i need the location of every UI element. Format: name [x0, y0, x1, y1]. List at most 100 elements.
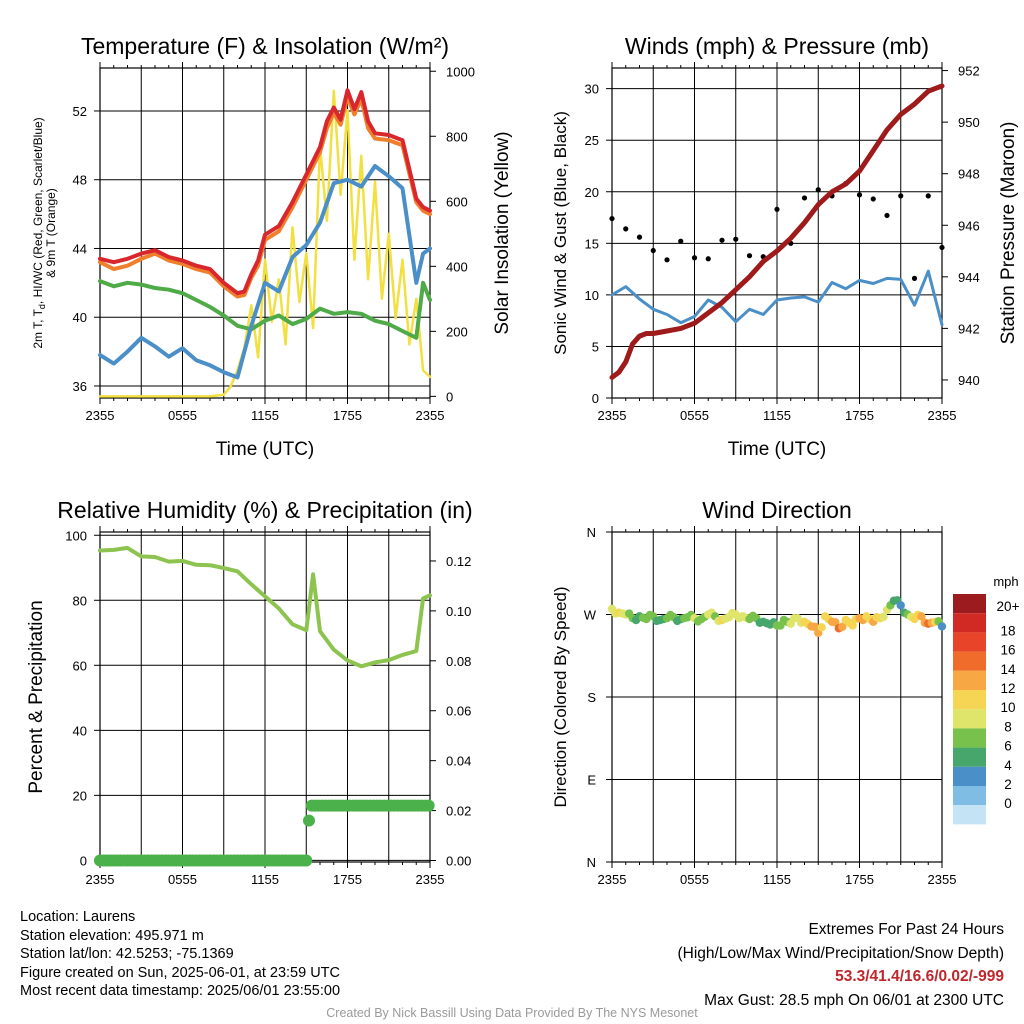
colorbar-swatch: [953, 690, 986, 710]
panel-title: Temperature (F) & Insolation (W/m²): [81, 33, 449, 59]
figure-created: Figure created on Sun, 2025-06-01, at 23…: [20, 964, 340, 981]
y-label-subscript: d: [37, 304, 47, 309]
y-tick-label-right: 800: [446, 129, 468, 144]
y-tick-label-right: 950: [958, 115, 980, 130]
y-tick-label: W: [584, 608, 597, 623]
station-elevation: Station elevation: 495.971 m: [20, 927, 204, 944]
x-tick-label: 1755: [845, 872, 874, 887]
gust-point: [911, 275, 918, 281]
x-tick-label: 1155: [251, 872, 279, 887]
x-tick-label: 2355: [86, 872, 115, 887]
direction-point: [917, 612, 926, 621]
y-tick-label-right: 940: [958, 373, 980, 388]
recent-timestamp: Most recent data timestamp: 2025/06/01 2…: [20, 983, 341, 999]
gust-point: [801, 195, 808, 201]
x-tick-label: 0555: [680, 872, 709, 887]
y-tick-label: 10: [585, 288, 599, 303]
y-axis-label-line1: 2m T, Td, HI/WC (Red, Green, Scarlet/Blu…: [31, 117, 47, 348]
y-axis-label-right: Solar Insolation (Yellow): [492, 131, 513, 334]
y-tick-label-right: 0.10: [446, 604, 471, 619]
gust-point: [623, 226, 629, 232]
direction-point: [879, 612, 888, 621]
y-tick-label-right: 942: [958, 321, 980, 336]
y-tick-label: 36: [73, 379, 87, 394]
gust-point: [678, 238, 684, 244]
y-tick-label: 48: [73, 173, 87, 188]
y-axis-label-line2: & 9m T (Orange): [44, 188, 58, 278]
colorbar-swatch: [953, 786, 986, 806]
gust-point: [650, 247, 656, 254]
extremes-title: Extremes For Past 24 Hours: [808, 921, 1004, 938]
y-tick-label: 40: [73, 723, 87, 738]
series-line: [98, 88, 432, 296]
precip-point: [300, 854, 313, 867]
y-tick-label-right: 600: [446, 194, 468, 209]
panel-title: Wind Direction: [702, 497, 852, 523]
x-tick-label: 0555: [680, 408, 709, 423]
y-tick-label-right: 0: [446, 389, 453, 404]
colorbar-swatch: [953, 613, 986, 633]
gust-point: [856, 192, 863, 198]
colorbar-label: 20+: [997, 599, 1020, 614]
y-tick-label-right: 952: [958, 64, 980, 79]
y-tick-label: 52: [73, 104, 87, 119]
y-tick-label: 60: [73, 658, 87, 673]
x-tick-label: 2355: [598, 872, 627, 887]
y-tick-label: 15: [585, 236, 599, 251]
gust-point: [719, 237, 725, 243]
y-tick-label-right: 200: [446, 324, 468, 339]
y-tick-label: 25: [585, 133, 599, 148]
y-label-part: 2m T, T: [31, 308, 45, 348]
y-tick-label: 44: [73, 241, 87, 256]
colorbar: mph 20+ 18 16 14 12 10 8 6 4 2 0: [953, 574, 1020, 825]
gust-point: [746, 253, 753, 259]
x-tick-label: 0555: [168, 872, 197, 887]
series-line: [609, 83, 945, 380]
y-tick-label: 20: [73, 788, 87, 803]
extremes-box: Extremes For Past 24 Hours (High/Low/Max…: [678, 918, 1005, 1012]
colorbar-label: 0: [1004, 796, 1012, 811]
colorbar-label: 6: [1004, 739, 1012, 754]
gust-point: [815, 187, 821, 193]
station-info: Location: Laurens Station elevation: 495…: [20, 908, 340, 1001]
y-tick-label: 0: [80, 853, 87, 868]
x-tick-label: 1755: [333, 872, 362, 887]
colorbar-label: 4: [1004, 758, 1012, 773]
x-tick-label: 2355: [928, 408, 957, 423]
direction-point: [838, 622, 847, 632]
y-tick-label-right: 946: [958, 218, 980, 233]
x-tick-label: 1755: [845, 408, 874, 423]
series-line: [98, 279, 432, 340]
station-latlon: Station lat/lon: 42.5253; -75.1369: [20, 946, 234, 962]
gust-point: [691, 255, 698, 261]
colorbar-swatch: [953, 728, 986, 748]
colorbar-swatch: [953, 632, 986, 652]
colorbar-swatch: [953, 594, 986, 614]
y-tick-label: E: [587, 773, 596, 788]
gust-point: [898, 193, 904, 199]
series-line: [98, 164, 432, 380]
panel-1: 2355 0555 1155 1755 2355 Temperature (F) & In…: [31, 33, 513, 460]
y-tick-label: N: [587, 855, 596, 870]
gust-point: [939, 244, 945, 251]
x-tick-label: 1155: [251, 408, 279, 423]
y-axis-label: Percent & Precipitation: [26, 600, 47, 793]
colorbar-swatch: [953, 766, 986, 786]
colorbar-label: 14: [1000, 662, 1016, 677]
direction-point: [848, 621, 857, 630]
x-tick-label: 2355: [86, 408, 115, 423]
gust-point: [774, 206, 780, 212]
y-tick-label: N: [587, 525, 596, 540]
y-tick-label: 30: [585, 82, 599, 97]
gust-point: [636, 234, 643, 240]
gust-point: [664, 257, 670, 263]
gust-point: [884, 212, 890, 219]
x-tick-label: 2355: [928, 872, 957, 887]
y-tick-label-right: 0.00: [446, 854, 471, 869]
credit-line: Created By Nick Bassill Using Data Provi…: [326, 1006, 698, 1020]
colorbar-label: 10: [1000, 700, 1015, 715]
y-tick-label: 80: [73, 593, 87, 608]
x-tick-label: 1155: [763, 408, 791, 423]
series-line: [98, 545, 432, 669]
series-line: [610, 269, 944, 327]
